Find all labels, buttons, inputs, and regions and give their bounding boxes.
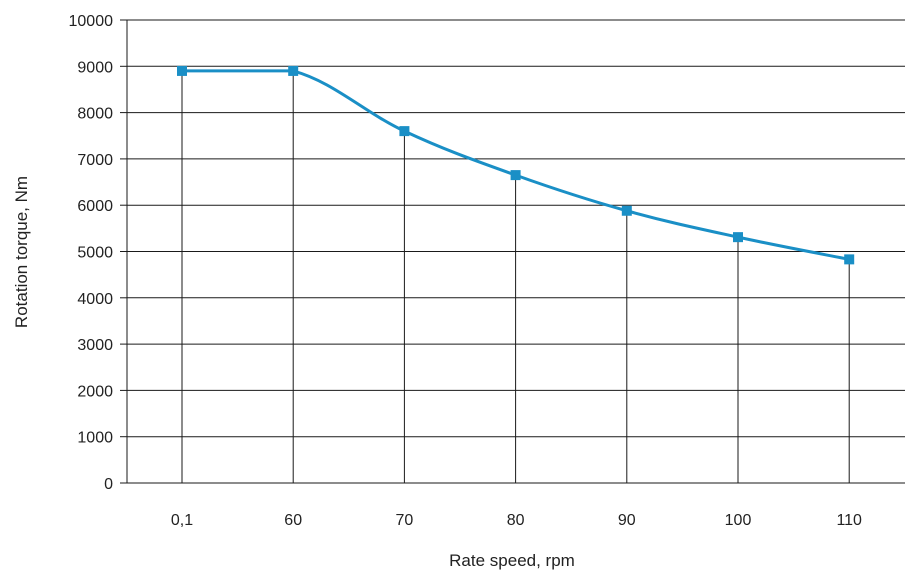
axes — [120, 19, 905, 484]
data-point-marker — [510, 170, 521, 181]
y-tick-label: 9000 — [77, 59, 113, 76]
x-tick-label: 100 — [725, 512, 752, 529]
x-tick-label: 0,1 — [171, 512, 193, 529]
data-point-marker — [844, 254, 855, 265]
y-tick-label: 5000 — [77, 245, 113, 262]
y-axis-title: Rotation torque, Nm — [12, 176, 31, 328]
data-point-marker — [288, 65, 299, 76]
x-tick-label: 90 — [618, 512, 636, 529]
x-tick-label: 80 — [507, 512, 525, 529]
y-tick-label: 2000 — [77, 383, 113, 400]
x-axis-title: Rate speed, rpm — [449, 551, 575, 570]
data-point-marker — [621, 205, 632, 216]
y-tick-label: 10000 — [69, 13, 114, 30]
y-tick-label: 3000 — [77, 337, 113, 354]
data-point-marker — [177, 65, 187, 76]
drop-lines — [181, 70, 850, 483]
y-tick-label: 7000 — [77, 152, 113, 169]
y-tick-label: 8000 — [77, 106, 113, 123]
x-tick-labels: 0,1 60 70 80 90 100 110 — [171, 512, 862, 529]
x-tick-label: 70 — [396, 512, 414, 529]
y-tick-label: 0 — [104, 476, 113, 493]
y-tick-label: 6000 — [77, 198, 113, 215]
data-point-marker — [399, 126, 410, 137]
x-tick-label: 60 — [284, 512, 302, 529]
data-series — [177, 65, 855, 265]
y-tick-label: 4000 — [77, 291, 113, 308]
x-tick-label: 110 — [836, 512, 862, 529]
y-tick-label: 1000 — [77, 430, 113, 447]
y-tick-labels: 0 1000 2000 3000 4000 5000 6000 7000 8000 9000 100… — [69, 13, 114, 493]
data-point-marker — [733, 232, 743, 243]
